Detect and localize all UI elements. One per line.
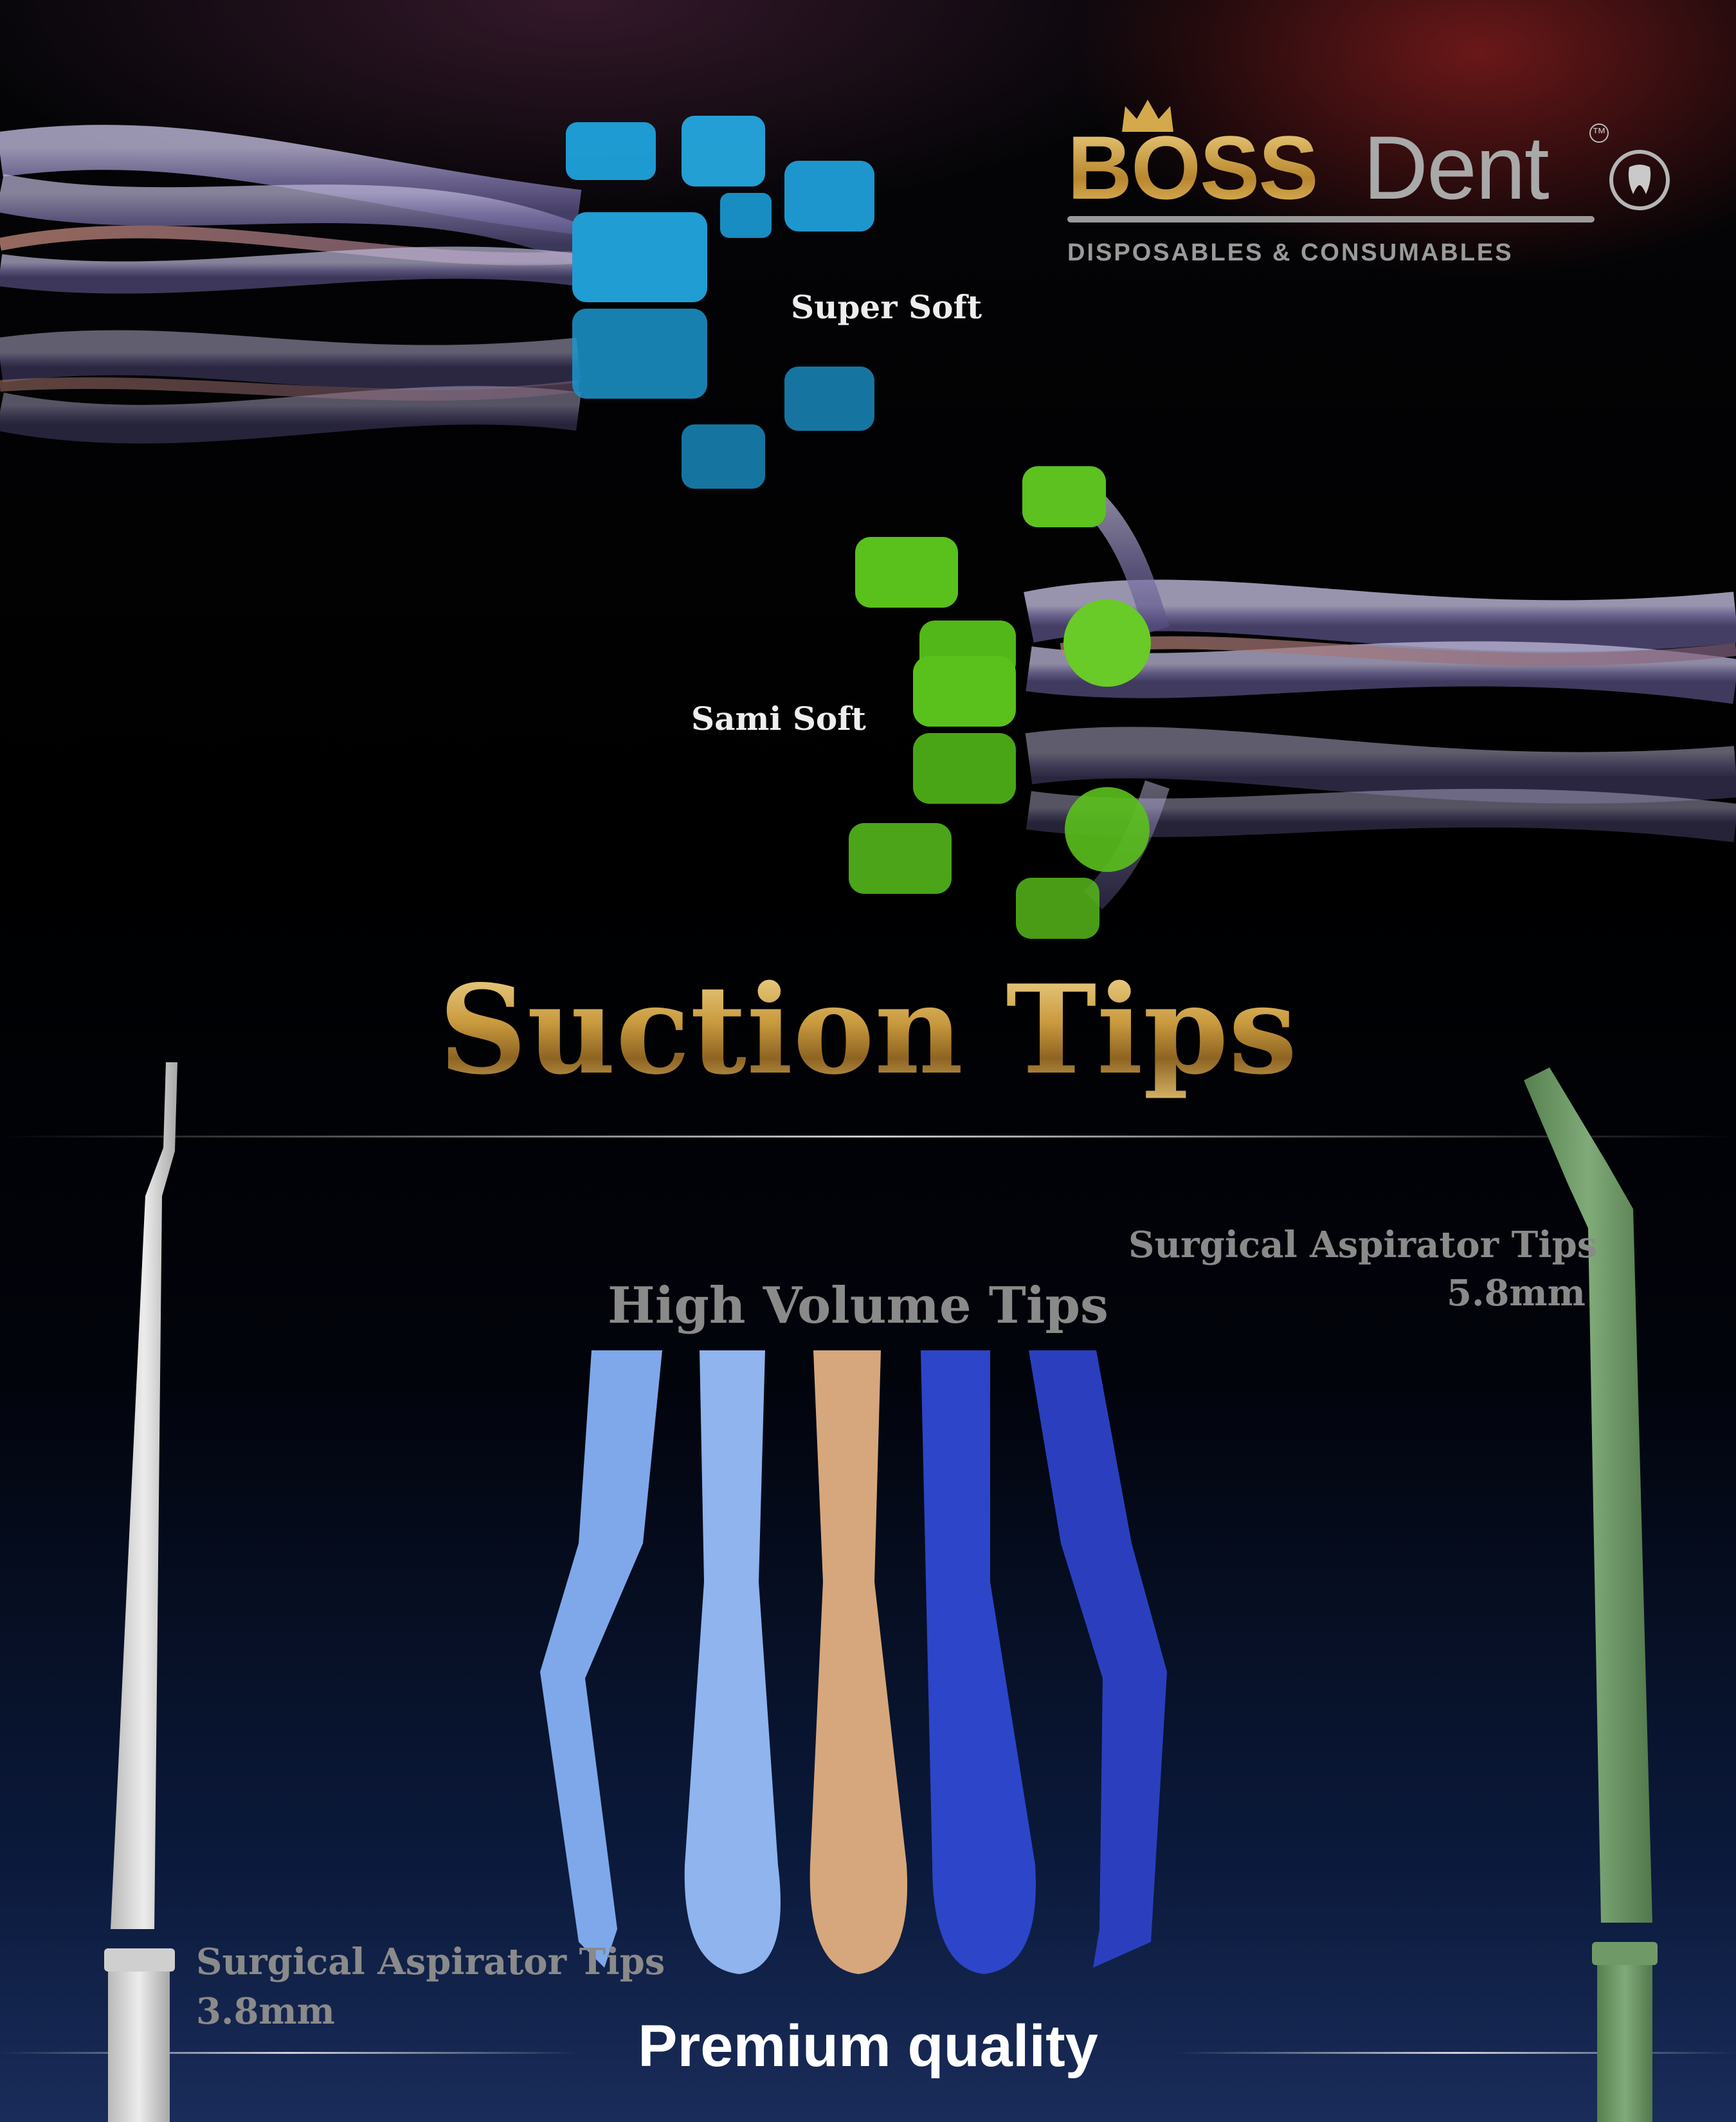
brand-name-boss: BOSS bbox=[1067, 116, 1319, 220]
label-sami-soft: Sami Soft bbox=[691, 700, 866, 738]
page-title: Suction Tips bbox=[0, 958, 1736, 1102]
brand-logo: BOSS Dent ™ DISPOSABLES & CONSUMABLES bbox=[1054, 96, 1672, 277]
tooth-icon bbox=[1609, 150, 1670, 210]
label-surgical-small-size: 3.8mm bbox=[196, 1990, 335, 2033]
label-surgical-small-name: Surgical Aspirator Tips bbox=[196, 1941, 665, 1983]
label-super-soft: Super Soft bbox=[791, 288, 982, 326]
footer-tagline: Premium quality bbox=[638, 2013, 1098, 2079]
surgical-tip-small-image bbox=[104, 1062, 177, 2122]
trademark-mark: ™ bbox=[1589, 123, 1609, 143]
label-surgical-large-name: Surgical Aspirator Tips bbox=[1128, 1224, 1598, 1266]
brand-tagline: DISPOSABLES & CONSUMABLES bbox=[1067, 239, 1514, 266]
crown-icon bbox=[1122, 100, 1173, 132]
divider-line-bottom-right bbox=[1177, 2052, 1736, 2054]
high-volume-tips-image bbox=[540, 1350, 1167, 1974]
surgical-tip-large-image bbox=[1524, 1067, 1658, 2122]
brand-name-dent: Dent bbox=[1363, 117, 1550, 218]
sami-soft-ejectors bbox=[849, 466, 1736, 939]
brand-underline bbox=[1067, 216, 1595, 222]
divider-line-bottom-left bbox=[0, 2052, 579, 2054]
divider-line-top bbox=[0, 1136, 1736, 1138]
label-surgical-large-size: 5.8mm bbox=[1447, 1272, 1586, 1314]
super-soft-ejectors bbox=[0, 116, 874, 489]
label-high-volume-tips: High Volume Tips bbox=[608, 1276, 1108, 1335]
